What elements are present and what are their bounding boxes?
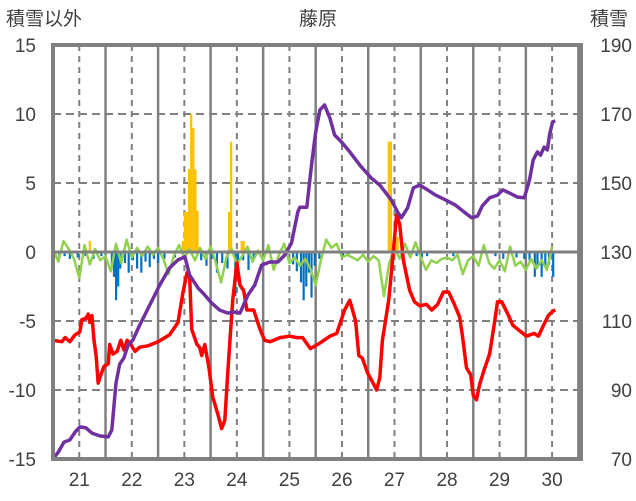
red-series-line [55,212,557,431]
blue-bar [221,252,224,264]
y-left-tick-label: 0 [25,243,36,264]
x-tick-label: 30 [542,470,563,491]
blue-bar [544,252,547,266]
blue-bar [420,252,423,258]
x-tick-label: 27 [384,470,405,491]
y-right-tick-label: 90 [611,381,632,402]
y-left-tick-label: 5 [25,174,36,195]
blue-bar [68,252,71,259]
blue-bar [252,252,255,259]
blue-bar [523,252,526,259]
orange-bar [230,141,233,252]
blue-bar [210,252,213,259]
y-right-tick-label: 190 [600,36,632,57]
lines [55,103,557,458]
x-tick-label: 25 [279,470,300,491]
orange-bar [188,169,191,252]
x-tick-label: 28 [436,470,457,491]
blue-bar [123,252,127,264]
blue-bar [112,252,116,277]
x-tick-label: 23 [174,470,195,491]
blue-bar [157,252,160,264]
orange-bar [396,236,399,252]
orange-bar [88,240,91,252]
blue-bar [426,252,429,257]
blue-bar [127,252,130,273]
orange-bar [192,127,195,252]
blue-bar [341,252,345,257]
blue-bar [552,252,555,277]
blue-bar [302,252,305,301]
blue-bar [226,252,229,269]
x-tick-label: 24 [226,470,248,491]
chart-title: 藤原 [299,8,337,30]
blue-bar [200,252,203,261]
y-right-tick-label: 170 [600,105,632,126]
blue-bar [163,252,166,259]
purple-snow-depth-line [55,103,556,458]
y-right-tick-label: 130 [600,243,632,264]
blue-bar [100,252,103,257]
x-tick-label: 22 [121,470,142,491]
blue-bar [152,252,156,259]
blue-bar [540,252,543,277]
orange-bar [181,240,184,252]
tick-labels: 21 22 23 24 25 26 27 28 29 30 15 10 5 0 -5 -10 -15 190 170… [9,36,632,491]
y-right-tick-label: 110 [602,312,632,333]
blue-bar [307,252,310,273]
blue-bar [136,252,139,269]
blue-bar [305,252,308,287]
blue-bar [515,252,518,258]
axes [51,43,583,461]
y-left-tick-label: 15 [15,36,36,57]
orange-bar [242,240,245,252]
blue-bar [117,252,120,287]
green-series-line [55,238,554,298]
orange-bar [183,211,187,252]
orange-bar [196,210,199,252]
x-tick-label: 29 [489,470,510,491]
blue-bar [528,252,531,261]
y-left-tick-label: -15 [9,450,36,471]
orange-bar [185,211,189,252]
blue-bar [313,252,316,266]
blue-bar [415,252,418,257]
plot-frame [51,43,583,461]
blue-bar [236,252,240,266]
x-tick-label: 26 [331,470,352,491]
y-left-tick-label: 10 [15,105,36,126]
y-left-tick-label: -5 [19,312,36,333]
blue-bar [247,252,250,270]
orange-bar [227,211,231,252]
blue-bar [318,252,321,259]
blue-bar [63,252,66,257]
orange-bar [190,114,193,252]
right-axis-label: 積雪 [590,8,628,30]
blue-bar [76,252,79,258]
orange-bar [240,240,243,252]
blue-bar [494,252,497,257]
y-right-tick-label: 70 [611,450,632,471]
x-tick-label: 21 [69,470,90,491]
blue-bar [452,252,455,257]
blue-bar [148,252,151,268]
blue-bar [114,252,118,301]
blue-bar [144,252,147,262]
blue-bar [84,252,87,257]
blue-bar [502,252,505,259]
y-left-tick-label: -10 [9,381,36,402]
left-axis-label: 積雪以外 [6,8,82,30]
blue-bar [299,252,303,283]
blue-bar [140,252,143,273]
grid [53,45,581,459]
orange-bar [194,169,197,252]
blue-bar [536,252,539,269]
y-right-tick-label: 150 [600,174,632,195]
